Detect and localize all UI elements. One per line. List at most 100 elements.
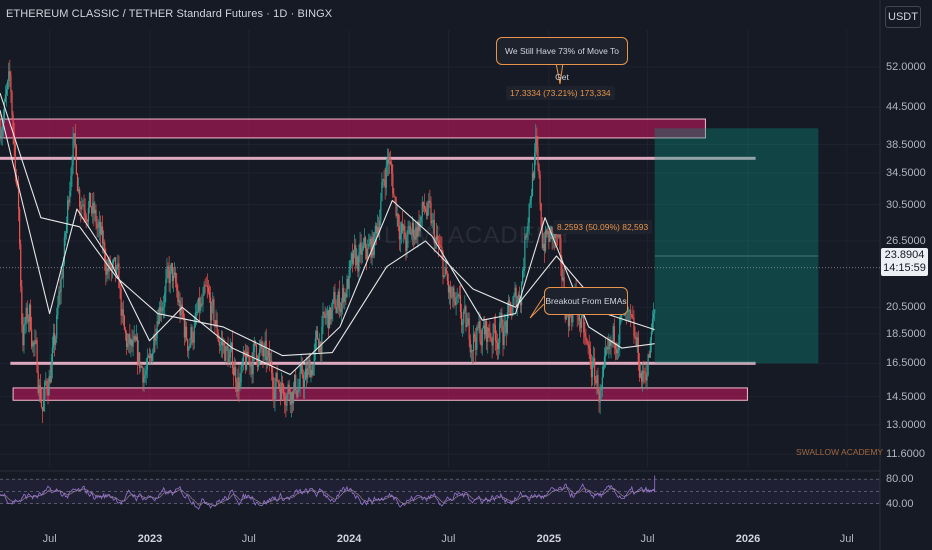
candle-body: [56, 314, 58, 339]
candle-body: [265, 340, 267, 361]
candle-body: [264, 340, 266, 349]
candle-body: [419, 221, 421, 232]
candle-body: [167, 266, 169, 268]
candle-body: [290, 392, 292, 405]
candle-body: [318, 339, 320, 352]
price-tick-label: 30.5000: [886, 198, 926, 211]
price-tick-label: 20.5000: [886, 301, 926, 314]
candle-body: [0, 135, 2, 138]
candle-body: [600, 389, 602, 391]
candle-body: [149, 354, 152, 358]
candle-body: [214, 320, 216, 327]
candle-body: [22, 324, 24, 346]
candle-body: [83, 204, 85, 210]
candle-body: [88, 192, 91, 209]
candle-body: [418, 221, 420, 232]
candle-body: [107, 268, 109, 272]
candle-body: [142, 367, 144, 383]
candle-body: [388, 161, 391, 164]
candle-body: [454, 301, 456, 305]
candle-body: [584, 332, 586, 337]
candle-body: [67, 200, 69, 224]
candle-body: [409, 226, 411, 235]
candle-body: [320, 341, 322, 353]
candle-body: [276, 372, 278, 381]
candle-body: [35, 340, 37, 341]
candle-body: [586, 340, 588, 343]
candle-body: [556, 235, 559, 237]
candle-body: [178, 300, 180, 303]
candle-body: [451, 296, 453, 298]
candle-body: [503, 325, 505, 346]
candle-body: [39, 385, 41, 400]
candle-body: [185, 326, 188, 340]
candle-body: [177, 290, 179, 303]
candle-body: [542, 243, 544, 249]
candle-body: [298, 386, 300, 391]
candle-body: [316, 330, 319, 340]
candle-body: [131, 339, 133, 347]
candle-body: [532, 172, 535, 178]
time-tick-label: 2026: [735, 533, 761, 545]
candle-body: [393, 193, 395, 197]
candle-body: [560, 237, 562, 264]
candle-body: [230, 342, 232, 351]
candle-body: [228, 357, 230, 363]
candle-body: [28, 304, 31, 322]
candle-body: [519, 299, 522, 306]
candle-body: [596, 375, 598, 384]
candle-body: [491, 340, 493, 346]
candle-body: [311, 369, 313, 376]
candle-body: [463, 311, 465, 323]
candle-body: [53, 333, 56, 345]
candle-body: [75, 145, 77, 174]
candle-body: [404, 225, 406, 240]
candle-body: [13, 131, 15, 145]
candle-body: [135, 336, 137, 341]
candle-body: [267, 350, 270, 357]
candle-body: [257, 356, 260, 367]
time-tick-label: 2025: [536, 533, 562, 545]
candle-body: [119, 287, 121, 290]
candle-body: [498, 342, 500, 350]
candle-body: [235, 367, 237, 382]
currency-button[interactable]: USDT: [885, 6, 921, 28]
price-tick-label: 11.6000: [886, 448, 925, 461]
breakout-callout[interactable]: Breakout From EMAs: [544, 287, 628, 315]
candle-body: [559, 234, 561, 238]
candle-body: [444, 267, 446, 276]
price-tick-label: 26.5000: [886, 234, 926, 247]
candle-body: [513, 295, 515, 306]
candle-body: [523, 267, 525, 271]
candle-body: [312, 365, 314, 376]
candle-body: [558, 234, 560, 237]
candle-body: [446, 274, 448, 281]
candle-body: [616, 350, 619, 354]
candle-body: [460, 312, 463, 325]
candle-body: [544, 230, 547, 252]
candle-body: [568, 308, 571, 327]
candle-body: [250, 363, 252, 367]
candle-body: [147, 355, 149, 358]
candle-body: [433, 220, 435, 244]
candle-body: [93, 202, 95, 214]
candle-body: [551, 226, 553, 240]
candle-body: [76, 173, 79, 192]
candle-body: [124, 329, 127, 334]
candle-body: [495, 340, 498, 343]
candle-body: [468, 318, 470, 340]
candle-body: [331, 310, 333, 320]
candle-body: [251, 363, 253, 375]
candle-body: [330, 307, 332, 320]
move-remaining-callout[interactable]: We Still Have 73% of Move To Get: [496, 37, 628, 82]
candle-body: [452, 287, 454, 297]
candle-body: [166, 266, 168, 280]
candle-body: [256, 357, 259, 367]
candle-body: [483, 325, 486, 335]
candle-body: [4, 94, 7, 102]
candle-body: [619, 317, 621, 344]
candle-body: [59, 291, 61, 293]
candle-body: [382, 179, 384, 182]
candle-body: [604, 349, 607, 357]
